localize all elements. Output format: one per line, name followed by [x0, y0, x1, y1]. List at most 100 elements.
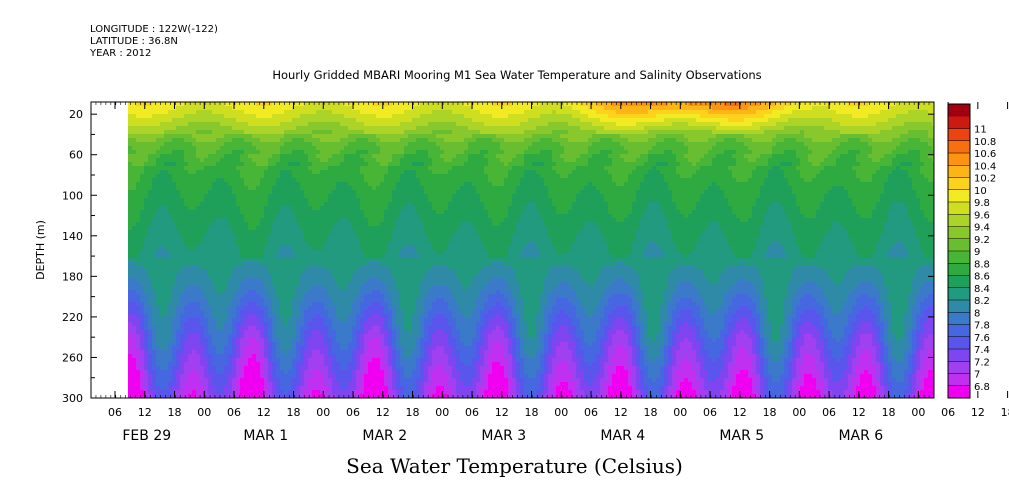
heatmap-cell: [252, 374, 257, 379]
heatmap-cell: [304, 182, 309, 187]
heatmap-cell: [316, 358, 321, 363]
heatmap-cell: [320, 374, 325, 379]
heatmap-cell: [160, 190, 165, 195]
heatmap-cell: [292, 338, 297, 343]
heatmap-cell: [312, 294, 317, 299]
heatmap-cell: [212, 230, 217, 235]
heatmap-cell: [220, 254, 225, 259]
heatmap-cell: [376, 342, 381, 347]
heatmap-cell: [340, 254, 345, 259]
heatmap-cell: [328, 382, 333, 387]
heatmap-cell: [264, 294, 269, 299]
heatmap-cell: [288, 310, 293, 315]
heatmap-cell: [260, 198, 265, 203]
heatmap-cell: [356, 362, 361, 367]
heatmap-cell: [172, 166, 177, 171]
heatmap-cell: [228, 222, 233, 227]
heatmap-cell: [232, 210, 237, 215]
heatmap-cell: [336, 330, 341, 335]
heatmap-plot: [91, 102, 934, 398]
heatmap-cell: [204, 242, 209, 247]
heatmap-cell: [288, 378, 293, 383]
heatmap-cell: [292, 222, 297, 227]
heatmap-cell: [256, 158, 261, 163]
heatmap-cell: [228, 146, 233, 151]
heatmap-cell: [248, 374, 253, 379]
heatmap-cell: [304, 354, 309, 359]
heatmap-cell: [360, 130, 365, 135]
heatmap-cell: [152, 118, 157, 123]
heatmap-cell: [356, 130, 361, 135]
heatmap-cell: [324, 158, 329, 163]
heatmap-cell: [268, 122, 273, 127]
heatmap-cell: [240, 198, 245, 203]
heatmap-cell: [376, 118, 381, 123]
heatmap-cell: [324, 194, 329, 199]
heatmap-cell: [384, 242, 389, 247]
heatmap-cell: [240, 190, 245, 195]
heatmap-cell: [244, 266, 249, 271]
heatmap-cell: [244, 318, 249, 323]
heatmap-cell: [204, 226, 209, 231]
heatmap-cell: [396, 118, 401, 123]
heatmap-cell: [196, 194, 201, 199]
heatmap-cell: [380, 286, 385, 291]
heatmap-cell: [252, 206, 257, 211]
heatmap-cell: [264, 170, 269, 175]
heatmap-cell: [288, 350, 293, 355]
heatmap-cell: [128, 246, 133, 251]
heatmap-cell: [324, 138, 329, 143]
heatmap-cell: [208, 354, 213, 359]
heatmap-cell: [212, 190, 217, 195]
heatmap-cell: [308, 254, 313, 259]
heatmap-cell: [132, 206, 137, 211]
heatmap-cell: [236, 146, 241, 151]
heatmap-cell: [340, 238, 345, 243]
heatmap-cell: [132, 374, 137, 379]
heatmap-cell: [192, 266, 197, 271]
heatmap-cell: [216, 134, 221, 139]
heatmap-cell: [228, 158, 233, 163]
heatmap-cell: [200, 122, 205, 127]
heatmap-cell: [236, 386, 241, 391]
heatmap-cell: [204, 150, 209, 155]
heatmap-cell: [288, 134, 293, 139]
heatmap-cell: [308, 194, 313, 199]
heatmap-cell: [244, 330, 249, 335]
heatmap-cell: [248, 110, 253, 115]
heatmap-cell: [176, 114, 181, 119]
heatmap-cell: [184, 290, 189, 295]
heatmap-cell: [292, 238, 297, 243]
heatmap-cell: [276, 114, 281, 119]
heatmap-cell: [164, 106, 169, 111]
heatmap-cell: [256, 218, 261, 223]
heatmap-cell: [156, 138, 161, 143]
heatmap-cell: [360, 386, 365, 391]
heatmap-cell: [224, 150, 229, 155]
heatmap-cell: [292, 366, 297, 371]
heatmap-cell: [312, 278, 317, 283]
heatmap-cell: [188, 386, 193, 391]
heatmap-cell: [296, 354, 301, 359]
heatmap-cell: [140, 270, 145, 275]
heatmap-cell: [316, 262, 321, 267]
heatmap-cell: [252, 134, 257, 139]
heatmap-cell: [312, 174, 317, 179]
heatmap-cell: [280, 318, 285, 323]
heatmap-cell: [396, 186, 401, 191]
heatmap-cell: [180, 302, 185, 307]
heatmap-cell: [148, 262, 153, 267]
heatmap-cell: [172, 258, 177, 263]
heatmap-cell: [312, 142, 317, 147]
heatmap-cell: [156, 274, 161, 279]
heatmap-cell: [240, 214, 245, 219]
heatmap-cell: [388, 390, 393, 395]
heatmap-cell: [360, 202, 365, 207]
heatmap-cell: [320, 394, 325, 398]
heatmap-cell: [208, 334, 213, 339]
heatmap-cell: [340, 334, 345, 339]
heatmap-cell: [140, 222, 145, 227]
heatmap-cell: [148, 270, 153, 275]
heatmap-cell: [168, 266, 173, 271]
heatmap-cell: [156, 350, 161, 355]
